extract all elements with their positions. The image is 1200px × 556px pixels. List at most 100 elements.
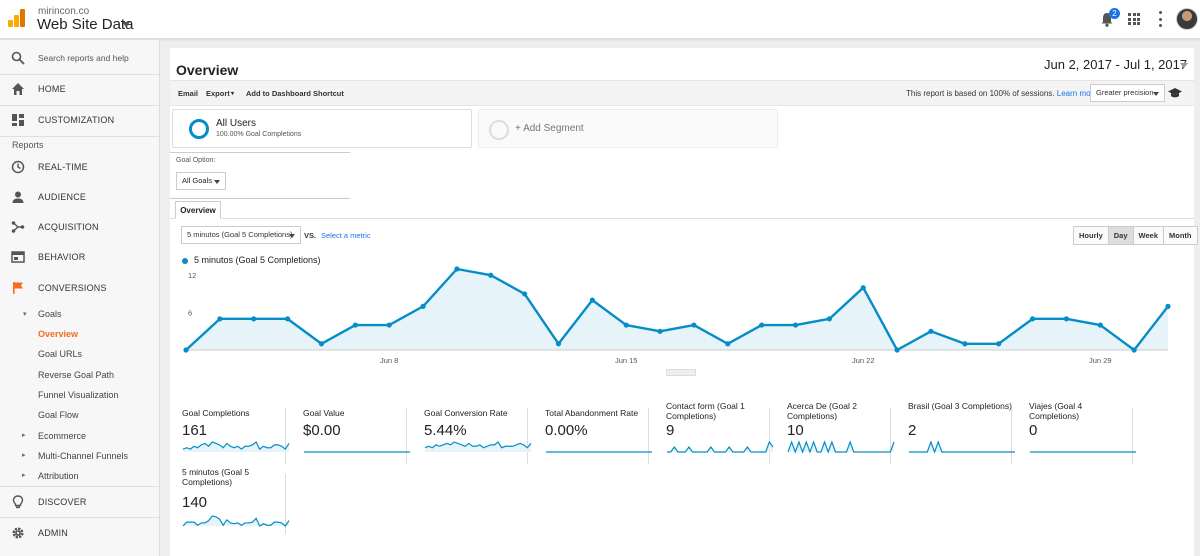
sidebar-item-discover[interactable]: DISCOVER bbox=[0, 487, 160, 517]
data-point[interactable] bbox=[318, 341, 325, 347]
precision-select[interactable]: Greater precision bbox=[1090, 84, 1165, 102]
data-point[interactable] bbox=[352, 322, 358, 328]
period-hourly-button[interactable]: Hourly bbox=[1074, 227, 1109, 244]
sidebar-item-admin[interactable]: ADMIN bbox=[0, 518, 160, 548]
scorecard[interactable]: Viajes (Goal 4 Completions) 0 bbox=[1017, 401, 1136, 464]
data-point[interactable] bbox=[284, 316, 291, 322]
data-point[interactable] bbox=[826, 316, 832, 322]
scorecard[interactable]: Acerca De (Goal 2 Completions) 10 bbox=[775, 401, 895, 464]
sidebar-search[interactable]: Search reports and help bbox=[0, 43, 160, 73]
acquisition-icon bbox=[11, 221, 25, 233]
avatar[interactable] bbox=[1176, 8, 1198, 30]
data-point[interactable] bbox=[894, 347, 900, 353]
add-segment-button[interactable]: + Add Segment bbox=[478, 109, 778, 148]
sidebar-item-goals-overview[interactable]: Overview bbox=[38, 329, 79, 339]
data-point[interactable] bbox=[1131, 347, 1137, 353]
data-point[interactable] bbox=[996, 341, 1002, 347]
sidebar-item-realtime[interactable]: REAL-TIME bbox=[0, 152, 160, 182]
period-month-button[interactable]: Month bbox=[1164, 227, 1197, 244]
shortcut-button[interactable]: Shortcut bbox=[313, 89, 344, 98]
scorecard[interactable]: Goal Value $0.00 bbox=[291, 408, 410, 464]
period-day-button[interactable]: Day bbox=[1108, 227, 1134, 244]
data-point[interactable] bbox=[183, 347, 189, 353]
period-week-button[interactable]: Week bbox=[1133, 227, 1164, 244]
sidebar-item-acquisition[interactable]: ACQUISITION bbox=[0, 212, 160, 242]
data-point[interactable] bbox=[962, 341, 968, 347]
sidebar-item-reverse-goal-path[interactable]: Reverse Goal Path bbox=[38, 370, 115, 380]
metric-select[interactable]: 5 minutos (Goal 5 Completions) bbox=[181, 226, 301, 244]
data-point[interactable] bbox=[1029, 316, 1036, 322]
sidebar-item-goal-flow[interactable]: Goal Flow bbox=[38, 410, 79, 420]
data-point[interactable] bbox=[623, 322, 629, 328]
sidebar-item-behavior[interactable]: BEHAVIOR bbox=[0, 242, 160, 272]
chevron-down-icon[interactable]: ▾ bbox=[231, 91, 235, 97]
search-input[interactable]: Search reports and help bbox=[38, 53, 129, 63]
data-point[interactable] bbox=[759, 322, 765, 328]
sidebar-item-goal-urls[interactable]: Goal URLs bbox=[38, 349, 83, 359]
goal-option-select[interactable]: All Goals bbox=[176, 172, 226, 190]
sidebar-item-funnel-visualization[interactable]: Funnel Visualization bbox=[38, 390, 119, 400]
sidebar-item-ecommerce[interactable]: Ecommerce bbox=[38, 431, 87, 441]
analytics-logo-icon[interactable] bbox=[8, 9, 26, 27]
scorecard-name: Goal Value bbox=[303, 408, 345, 418]
data-point[interactable] bbox=[860, 285, 866, 291]
property-selector[interactable]: Web Site Data bbox=[37, 16, 134, 33]
data-point[interactable] bbox=[217, 316, 223, 322]
learn-more-link[interactable]: Learn more bbox=[1056, 89, 1098, 98]
line-chart[interactable]: 6 12 Jun 8 Jun 15 Jun 22 Jun 29 bbox=[170, 263, 1194, 373]
sidebar-item-goals[interactable]: Goals bbox=[38, 309, 62, 319]
sidebar-item-home[interactable]: HOME bbox=[0, 74, 160, 104]
data-point[interactable] bbox=[420, 303, 426, 309]
apps-grid-icon[interactable] bbox=[1128, 13, 1140, 25]
data-point[interactable] bbox=[454, 266, 460, 272]
data-point[interactable] bbox=[725, 341, 731, 347]
date-range-picker[interactable]: Jun 2, 2017 - Jul 1, 2017 bbox=[1044, 57, 1188, 72]
sidebar-item-audience[interactable]: AUDIENCE bbox=[0, 182, 160, 212]
sparkline bbox=[909, 440, 1015, 454]
caret-down-icon[interactable]: ▾ bbox=[23, 311, 27, 318]
data-point[interactable] bbox=[928, 328, 934, 334]
sidebar-item-multichannel[interactable]: Multi-Channel Funnels bbox=[38, 451, 129, 461]
period-toggle: Hourly Day Week Month bbox=[1073, 226, 1198, 245]
tab-overview[interactable]: Overview bbox=[175, 201, 221, 219]
scorecard[interactable]: Contact form (Goal 1 Completions) 9 bbox=[654, 401, 774, 464]
data-point[interactable] bbox=[657, 328, 663, 334]
data-point[interactable] bbox=[555, 341, 562, 347]
scorecard[interactable]: Total Abandonment Rate 0.00% bbox=[533, 408, 652, 464]
add-to-dashboard-button[interactable]: Add to Dashboard bbox=[246, 89, 311, 98]
scorecard-name: Acerca De (Goal 2 Completions) bbox=[787, 401, 857, 421]
chart-resize-handle[interactable] bbox=[666, 369, 696, 376]
data-point[interactable] bbox=[1165, 303, 1171, 309]
chevron-down-icon[interactable] bbox=[1180, 63, 1188, 68]
caret-right-icon[interactable]: ▸ bbox=[22, 432, 26, 439]
select-metric-link[interactable]: Select a metric bbox=[321, 231, 371, 240]
data-point[interactable] bbox=[792, 322, 799, 328]
caret-right-icon[interactable]: ▸ bbox=[22, 452, 26, 459]
scorecard[interactable]: Brasil (Goal 3 Completions) 2 bbox=[896, 401, 1015, 464]
sampling-note: This report is based on 100% of sessions… bbox=[906, 89, 1098, 98]
graduation-cap-icon[interactable] bbox=[1168, 88, 1182, 98]
sidebar-item-conversions[interactable]: CONVERSIONS bbox=[0, 273, 160, 303]
data-point[interactable] bbox=[589, 297, 595, 303]
caret-right-icon[interactable]: ▸ bbox=[22, 472, 26, 479]
segment-all-users[interactable]: All Users 100.00% Goal Completions bbox=[172, 109, 472, 148]
sidebar: Search reports and help HOME CUSTOMIZATI… bbox=[0, 40, 160, 556]
scorecard-value: 0.00% bbox=[545, 422, 588, 439]
more-vert-icon[interactable] bbox=[1158, 11, 1162, 27]
data-point[interactable] bbox=[691, 322, 697, 328]
email-button[interactable]: Email bbox=[178, 89, 199, 98]
data-point[interactable] bbox=[251, 316, 257, 322]
sparkline bbox=[787, 440, 895, 454]
sidebar-item-customization[interactable]: CUSTOMIZATION bbox=[0, 105, 160, 135]
chevron-down-icon[interactable] bbox=[122, 22, 130, 27]
scorecard[interactable]: Goal Completions 161 bbox=[170, 408, 290, 464]
data-point[interactable] bbox=[386, 322, 392, 328]
data-point[interactable] bbox=[522, 291, 528, 297]
data-point[interactable] bbox=[1097, 322, 1103, 328]
scorecard[interactable]: Goal Conversion Rate 5.44% bbox=[412, 408, 532, 464]
data-point[interactable] bbox=[488, 272, 494, 278]
scorecard[interactable]: 5 minutos (Goal 5 Completions) 140 bbox=[170, 467, 290, 534]
sidebar-item-attribution[interactable]: Attribution bbox=[38, 471, 79, 481]
export-button[interactable]: Export bbox=[206, 89, 230, 98]
data-point[interactable] bbox=[1063, 316, 1070, 322]
